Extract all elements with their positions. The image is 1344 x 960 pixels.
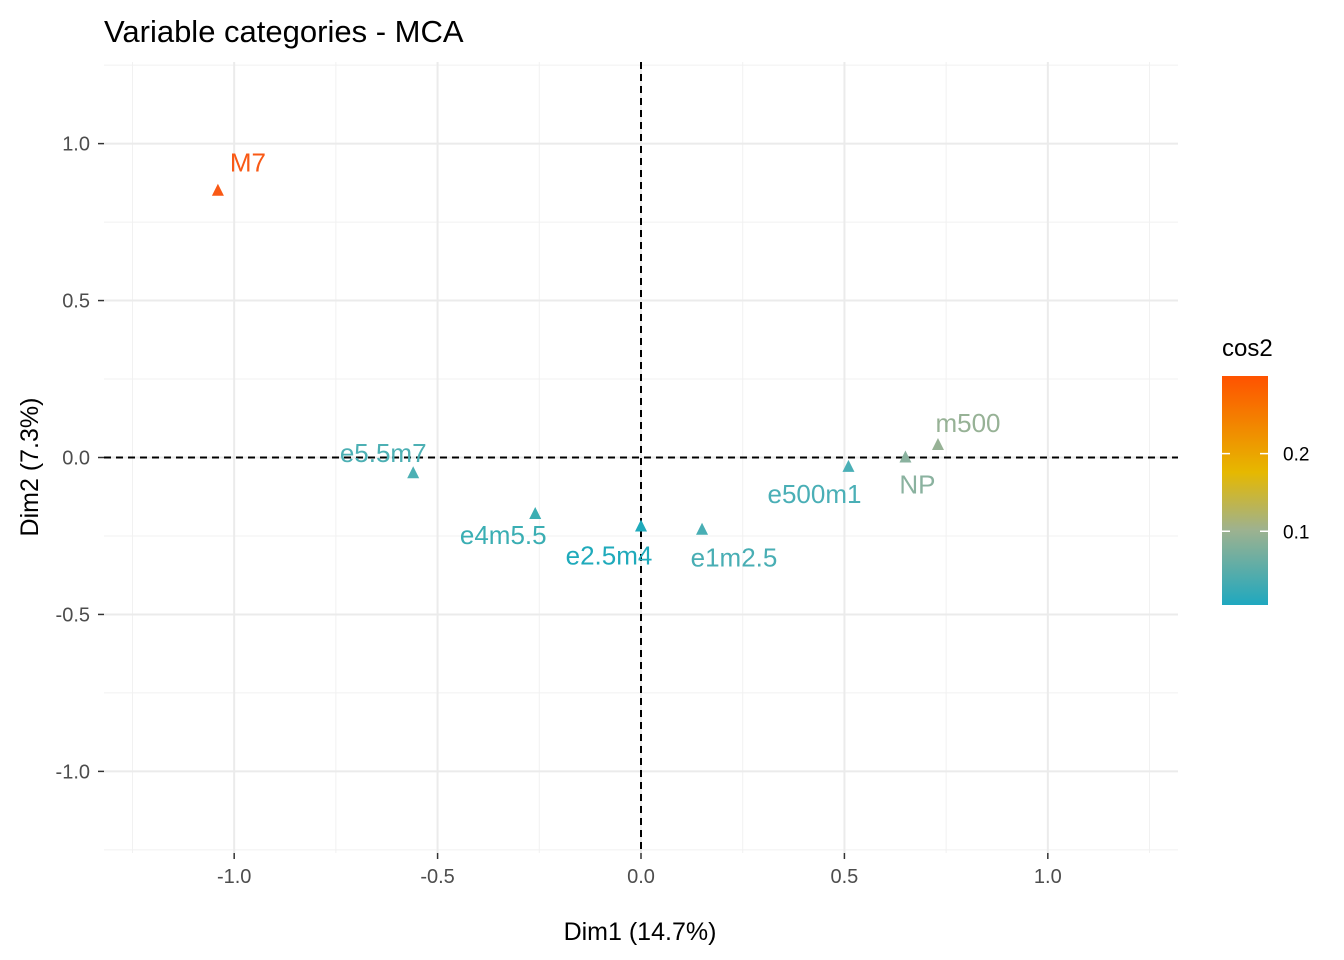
point-label: m500 <box>935 408 1000 438</box>
legend-tick-label: 0.1 <box>1283 522 1309 543</box>
point-marker <box>407 466 420 479</box>
point-marker <box>899 450 912 463</box>
y-tick-label: 0.5 <box>62 291 90 313</box>
point-label: e5.5m7 <box>340 438 427 468</box>
x-tick-label: -0.5 <box>420 866 454 888</box>
point-label: NP <box>899 470 935 500</box>
y-tick-label: 1.0 <box>62 134 90 156</box>
y-axis: 1.0 0.5 0.0 -0.5 -1.0 <box>56 134 104 783</box>
legend-title: cos2 <box>1222 335 1273 362</box>
point-label: e2.5m4 <box>566 541 653 571</box>
legend: cos2 0.1 0.2 <box>1222 335 1309 605</box>
grid <box>104 62 1178 853</box>
legend-ticks: 0.1 0.2 <box>1222 445 1309 543</box>
point-marker <box>696 522 709 535</box>
x-tick-label: -1.0 <box>217 866 251 888</box>
point-label: e4m5.5 <box>460 520 547 550</box>
point-marker <box>842 459 855 472</box>
point-marker <box>211 183 224 196</box>
x-axis: -1.0 -0.5 0.0 0.5 1.0 <box>217 853 1062 888</box>
legend-colorbar <box>1222 376 1268 605</box>
reference-lines <box>104 62 1178 853</box>
points: M7 e5.5m7 e4m5.5 e2.5m4 e1m2.5 e500m1 NP m500 <box>211 148 1001 573</box>
x-tick-label: 1.0 <box>1034 866 1062 888</box>
point-label: M7 <box>230 148 266 178</box>
point-marker <box>931 437 944 450</box>
y-tick-label: -1.0 <box>56 761 90 783</box>
x-tick-label: 0.5 <box>831 866 859 888</box>
y-tick-label: -0.5 <box>56 604 90 626</box>
point-label: e1m2.5 <box>691 543 778 573</box>
x-tick-label: 0.0 <box>627 866 655 888</box>
point-label: e500m1 <box>767 479 861 509</box>
point-marker <box>529 507 542 519</box>
y-tick-label: 0.0 <box>62 448 90 470</box>
y-axis-title: Dim2 (7.3%) <box>16 398 44 537</box>
chart-title: Variable categories - MCA <box>104 14 464 49</box>
point-marker <box>635 519 647 532</box>
x-axis-title: Dim1 (14.7%) <box>564 918 717 946</box>
legend-tick-label: 0.2 <box>1283 445 1309 466</box>
